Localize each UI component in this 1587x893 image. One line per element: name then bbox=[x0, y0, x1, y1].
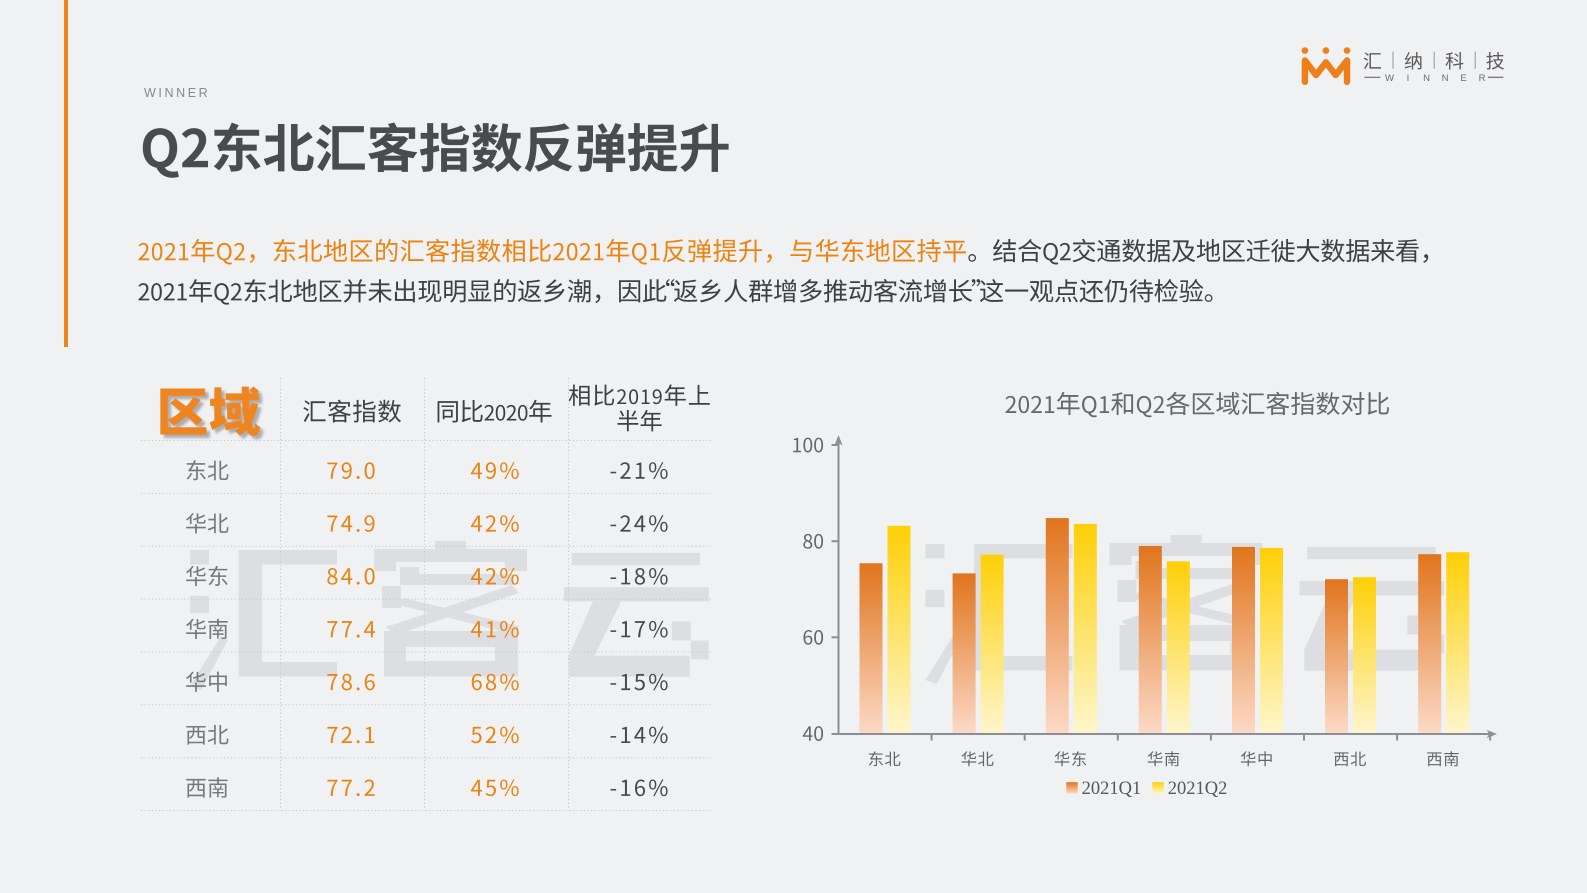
svg-text:E: E bbox=[1460, 73, 1466, 84]
svg-text:WINNER: WINNER bbox=[144, 86, 210, 100]
svg-text:N: N bbox=[1423, 73, 1430, 84]
svg-text:R: R bbox=[1479, 73, 1486, 84]
svg-text:2021Q1: 2021Q1 bbox=[1082, 779, 1142, 799]
svg-text:W: W bbox=[1385, 73, 1394, 84]
svg-text:I: I bbox=[1407, 73, 1410, 84]
svg-text:N: N bbox=[1442, 73, 1449, 84]
svg-text:2021Q2: 2021Q2 bbox=[1168, 779, 1228, 799]
